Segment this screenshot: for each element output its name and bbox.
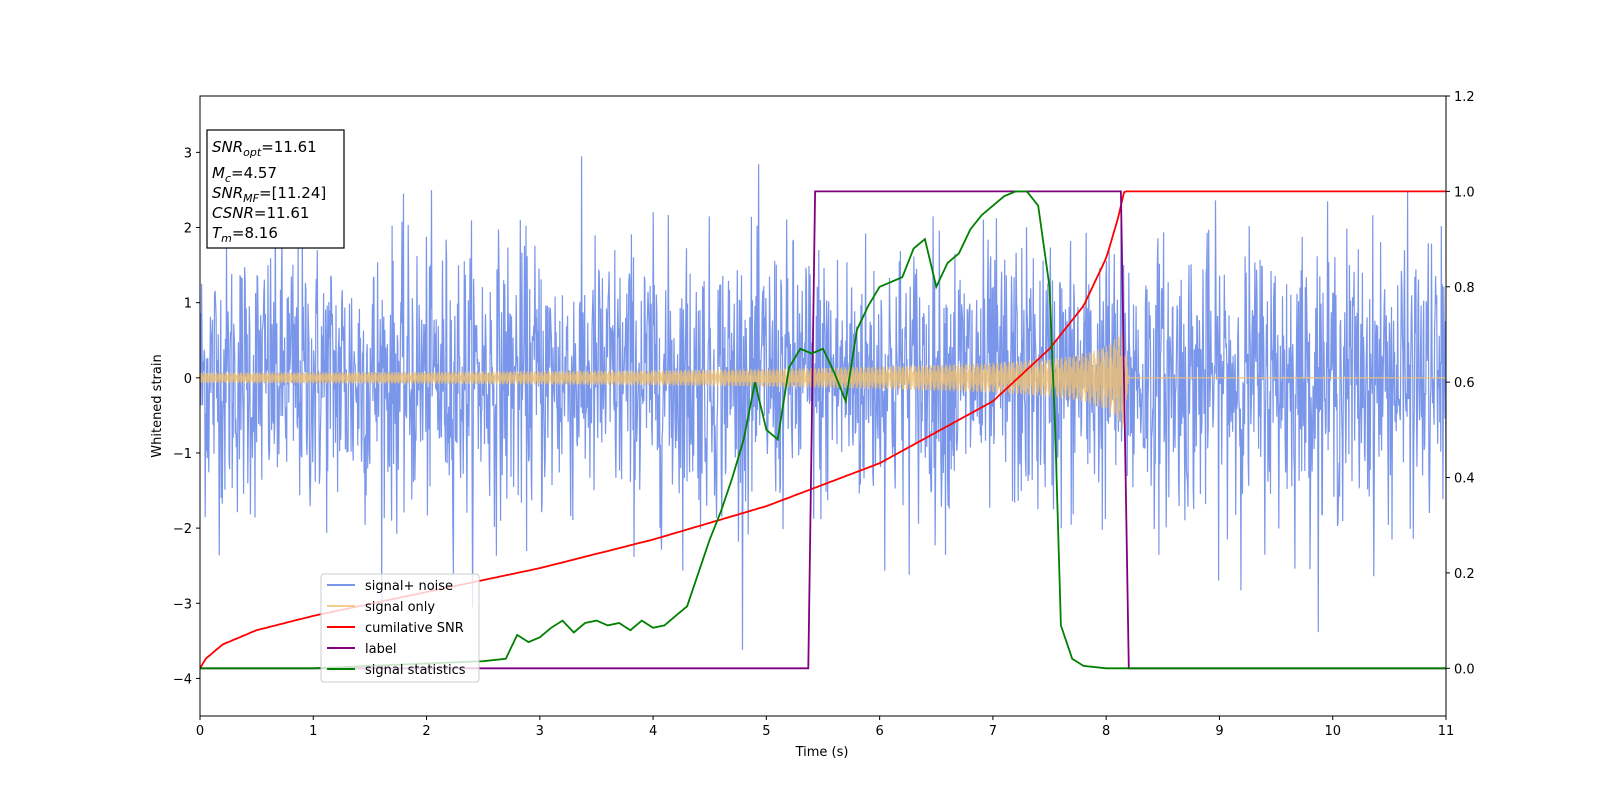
info-snr-mf: SNRMF=[11.24] — [212, 184, 326, 205]
plot-frame — [199, 95, 1447, 717]
y-right-tick-label: 0.4 — [1454, 472, 1475, 487]
y-axis-left: 3 2 1 0 −1 −2 −3 −4 — [173, 146, 200, 687]
info-box-frame — [206, 129, 345, 249]
y-right-tick-label: 0.0 — [1454, 662, 1475, 677]
info-snr-opt: SNRopt=11.61 — [212, 138, 317, 159]
info-mc: Mc=4.57 — [212, 164, 277, 185]
y-tick-label: −1 — [173, 447, 192, 462]
legend-label-label: label — [365, 642, 396, 657]
y-tick-label: 3 — [184, 146, 192, 161]
y-right-tick-label: 0.6 — [1454, 376, 1475, 391]
y-right-tick-label: 0.2 — [1454, 567, 1475, 582]
legend-label-signal-noise: signal+ noise — [365, 579, 453, 594]
info-csnr: CSNR=11.61 — [212, 204, 309, 222]
legend: signal+ noise signal only cumilative SNR… — [320, 573, 480, 683]
x-tick-label: 8 — [1102, 724, 1110, 739]
legend-label-cumulative-snr: cumilative SNR — [365, 621, 464, 636]
info-box: SNRopt=11.61 Mc=4.57 SNRMF=[11.24] CSNR=… — [206, 129, 345, 249]
x-tick-label: 1 — [309, 724, 317, 739]
x-tick-label: 5 — [762, 724, 770, 739]
y-tick-label: 1 — [184, 297, 192, 312]
y-tick-label: 0 — [184, 372, 192, 387]
series-signal-statistics — [200, 190, 1446, 670]
x-tick-label: 6 — [875, 724, 883, 739]
y-right-tick-label: 1.0 — [1454, 185, 1475, 200]
legend-frame — [320, 573, 480, 683]
x-tick-label: 9 — [1215, 724, 1223, 739]
x-tick-label: 0 — [196, 724, 204, 739]
y-right-tick-label: 0.8 — [1454, 281, 1475, 296]
legend-label-signal-statistics: signal statistics — [365, 663, 466, 678]
x-tick-label: 11 — [1438, 724, 1455, 739]
info-tm: Tm=8.16 — [212, 224, 278, 245]
x-tick-label: 4 — [649, 724, 657, 739]
x-axis: 0 1 2 3 4 5 6 7 8 9 10 11 — [196, 716, 1454, 739]
x-tick-label: 7 — [989, 724, 997, 739]
x-tick-label: 2 — [422, 724, 430, 739]
y-tick-label: 2 — [184, 222, 192, 237]
x-tick-label: 3 — [536, 724, 544, 739]
y-tick-label: −3 — [173, 597, 192, 612]
y-tick-label: −4 — [173, 672, 192, 687]
x-axis-label: Time (s) — [795, 745, 849, 760]
y-right-tick-label: 1.2 — [1454, 90, 1475, 105]
y-tick-label: −2 — [173, 522, 192, 537]
x-tick-label: 10 — [1324, 724, 1341, 739]
y-axis-label: Whitened strain — [150, 354, 165, 457]
y-axis-right: 1.2 1.0 0.8 0.6 0.4 0.2 0.0 — [1446, 90, 1475, 677]
series-signal-only — [200, 326, 1446, 429]
legend-label-signal-only: signal only — [365, 600, 435, 615]
